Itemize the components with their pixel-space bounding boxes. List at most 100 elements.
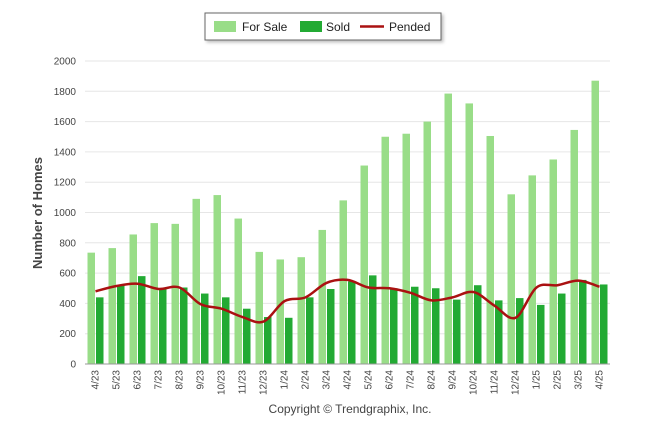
bar-for-sale: [423, 121, 431, 364]
bar-sold: [201, 293, 209, 364]
bar-for-sale: [87, 252, 95, 364]
bar-sold: [180, 287, 188, 364]
legend: For Sale Sold Pended: [204, 12, 442, 41]
y-tick-label: 1200: [54, 178, 77, 189]
bar-for-sale: [507, 194, 515, 364]
bar-for-sale: [234, 218, 242, 364]
line-pended: [95, 278, 600, 324]
x-tick-label: 10/23: [217, 370, 228, 395]
bar-for-sale: [591, 80, 599, 364]
x-tick-label: 9/24: [448, 370, 459, 390]
bar-sold: [117, 285, 125, 364]
x-tick-label: 5/24: [364, 370, 375, 390]
x-tick-label: 4/24: [343, 370, 354, 390]
bar-for-sale: [360, 165, 368, 364]
bar-sold: [453, 299, 461, 364]
x-tick-label: 1/24: [280, 370, 291, 390]
y-tick-label: 1000: [54, 208, 77, 219]
y-tick-label: 400: [59, 299, 76, 310]
bar-sold: [495, 300, 503, 364]
bar-for-sale: [402, 133, 410, 364]
x-tick-label: 4/25: [595, 370, 606, 390]
bar-sold: [369, 275, 377, 364]
bar-for-sale: [381, 136, 389, 364]
x-tick-label: 7/24: [406, 370, 417, 390]
bar-for-sale: [276, 259, 284, 364]
y-axis-ticks: 0 200 400 600 800 1000 1200 1400 1600 1800 2000: [54, 57, 77, 371]
bar-sold: [474, 285, 482, 364]
x-tick-label: 12/23: [259, 370, 270, 395]
bar-for-sale: [150, 223, 158, 364]
bar-sold: [516, 298, 524, 364]
x-tick-label: 10/24: [469, 370, 480, 395]
y-tick-label: 200: [59, 329, 76, 340]
pended-line: [95, 278, 600, 324]
x-tick-label: 2/24: [301, 370, 312, 390]
bar-sold: [600, 284, 608, 364]
bar-sold: [138, 276, 146, 364]
bar-sold: [411, 286, 419, 364]
bar-for-sale: [528, 175, 536, 364]
x-tick-label: 6/24: [385, 370, 396, 390]
bar-for-sale: [486, 135, 494, 364]
bar-for-sale: [192, 198, 200, 364]
x-tick-label: 3/24: [322, 370, 333, 390]
x-tick-label: 4/23: [91, 370, 102, 390]
bar-for-sale: [444, 93, 452, 364]
copyright-footer: Copyright © Trendgraphix, Inc.: [269, 402, 432, 416]
bar-for-sale: [213, 195, 221, 364]
x-tick-label: 6/23: [133, 370, 144, 390]
legend-swatch-for-sale: [214, 21, 236, 32]
y-tick-label: 600: [59, 269, 76, 280]
x-tick-label: 5/23: [112, 370, 123, 390]
legend-box: [204, 12, 442, 41]
bar-sold: [159, 289, 167, 364]
bar-sold: [558, 293, 566, 364]
y-tick-label: 0: [70, 360, 76, 371]
y-tick-label: 2000: [54, 57, 77, 68]
x-tick-label: 9/23: [196, 370, 207, 390]
x-tick-label: 8/23: [175, 370, 186, 390]
y-tick-label: 1800: [54, 87, 77, 98]
x-tick-label: 2/25: [553, 370, 564, 390]
x-axis-ticks: 4/23 5/23 6/23 7/23 8/23 9/23 10/23 11/23 12/23 1…: [91, 370, 606, 395]
bar-sold: [243, 308, 251, 364]
x-tick-label: 3/25: [574, 370, 585, 390]
bar-sold: [96, 297, 104, 364]
x-tick-label: 7/23: [154, 370, 165, 390]
bar-sold: [264, 317, 272, 364]
legend-label-sold: Sold: [326, 20, 350, 34]
bar-sold: [306, 297, 314, 364]
y-tick-label: 1600: [54, 117, 77, 128]
bar-sold: [222, 297, 230, 364]
bar-for-sale: [465, 103, 473, 365]
bar-for-sale: [297, 257, 305, 364]
bar-sold: [348, 281, 356, 364]
legend-swatch-sold: [300, 21, 322, 32]
bar-sold: [390, 288, 398, 364]
bar-sold: [327, 289, 335, 364]
bar-for-sale: [129, 234, 137, 364]
bar-for-sale: [108, 248, 116, 364]
legend-label-pended: Pended: [389, 20, 430, 34]
bar-sold: [579, 279, 587, 364]
x-tick-label: 12/24: [511, 370, 522, 395]
bars: [87, 80, 608, 365]
bar-for-sale: [549, 159, 557, 364]
x-tick-label: 11/23: [238, 370, 249, 395]
bar-for-sale: [171, 223, 179, 364]
bar-for-sale: [339, 200, 347, 364]
legend-label-for-sale: For Sale: [242, 20, 288, 34]
bar-for-sale: [255, 251, 263, 364]
x-tick-label: 11/24: [490, 370, 501, 395]
bar-sold: [537, 304, 545, 364]
x-tick-label: 1/25: [532, 370, 543, 390]
x-tick-label: 8/24: [427, 370, 438, 390]
bar-for-sale: [318, 229, 326, 364]
y-tick-label: 800: [59, 238, 76, 249]
y-axis-title: Number of Homes: [30, 157, 45, 269]
y-tick-label: 1400: [54, 147, 77, 158]
bar-sold: [432, 288, 440, 364]
bar-sold: [285, 317, 293, 364]
